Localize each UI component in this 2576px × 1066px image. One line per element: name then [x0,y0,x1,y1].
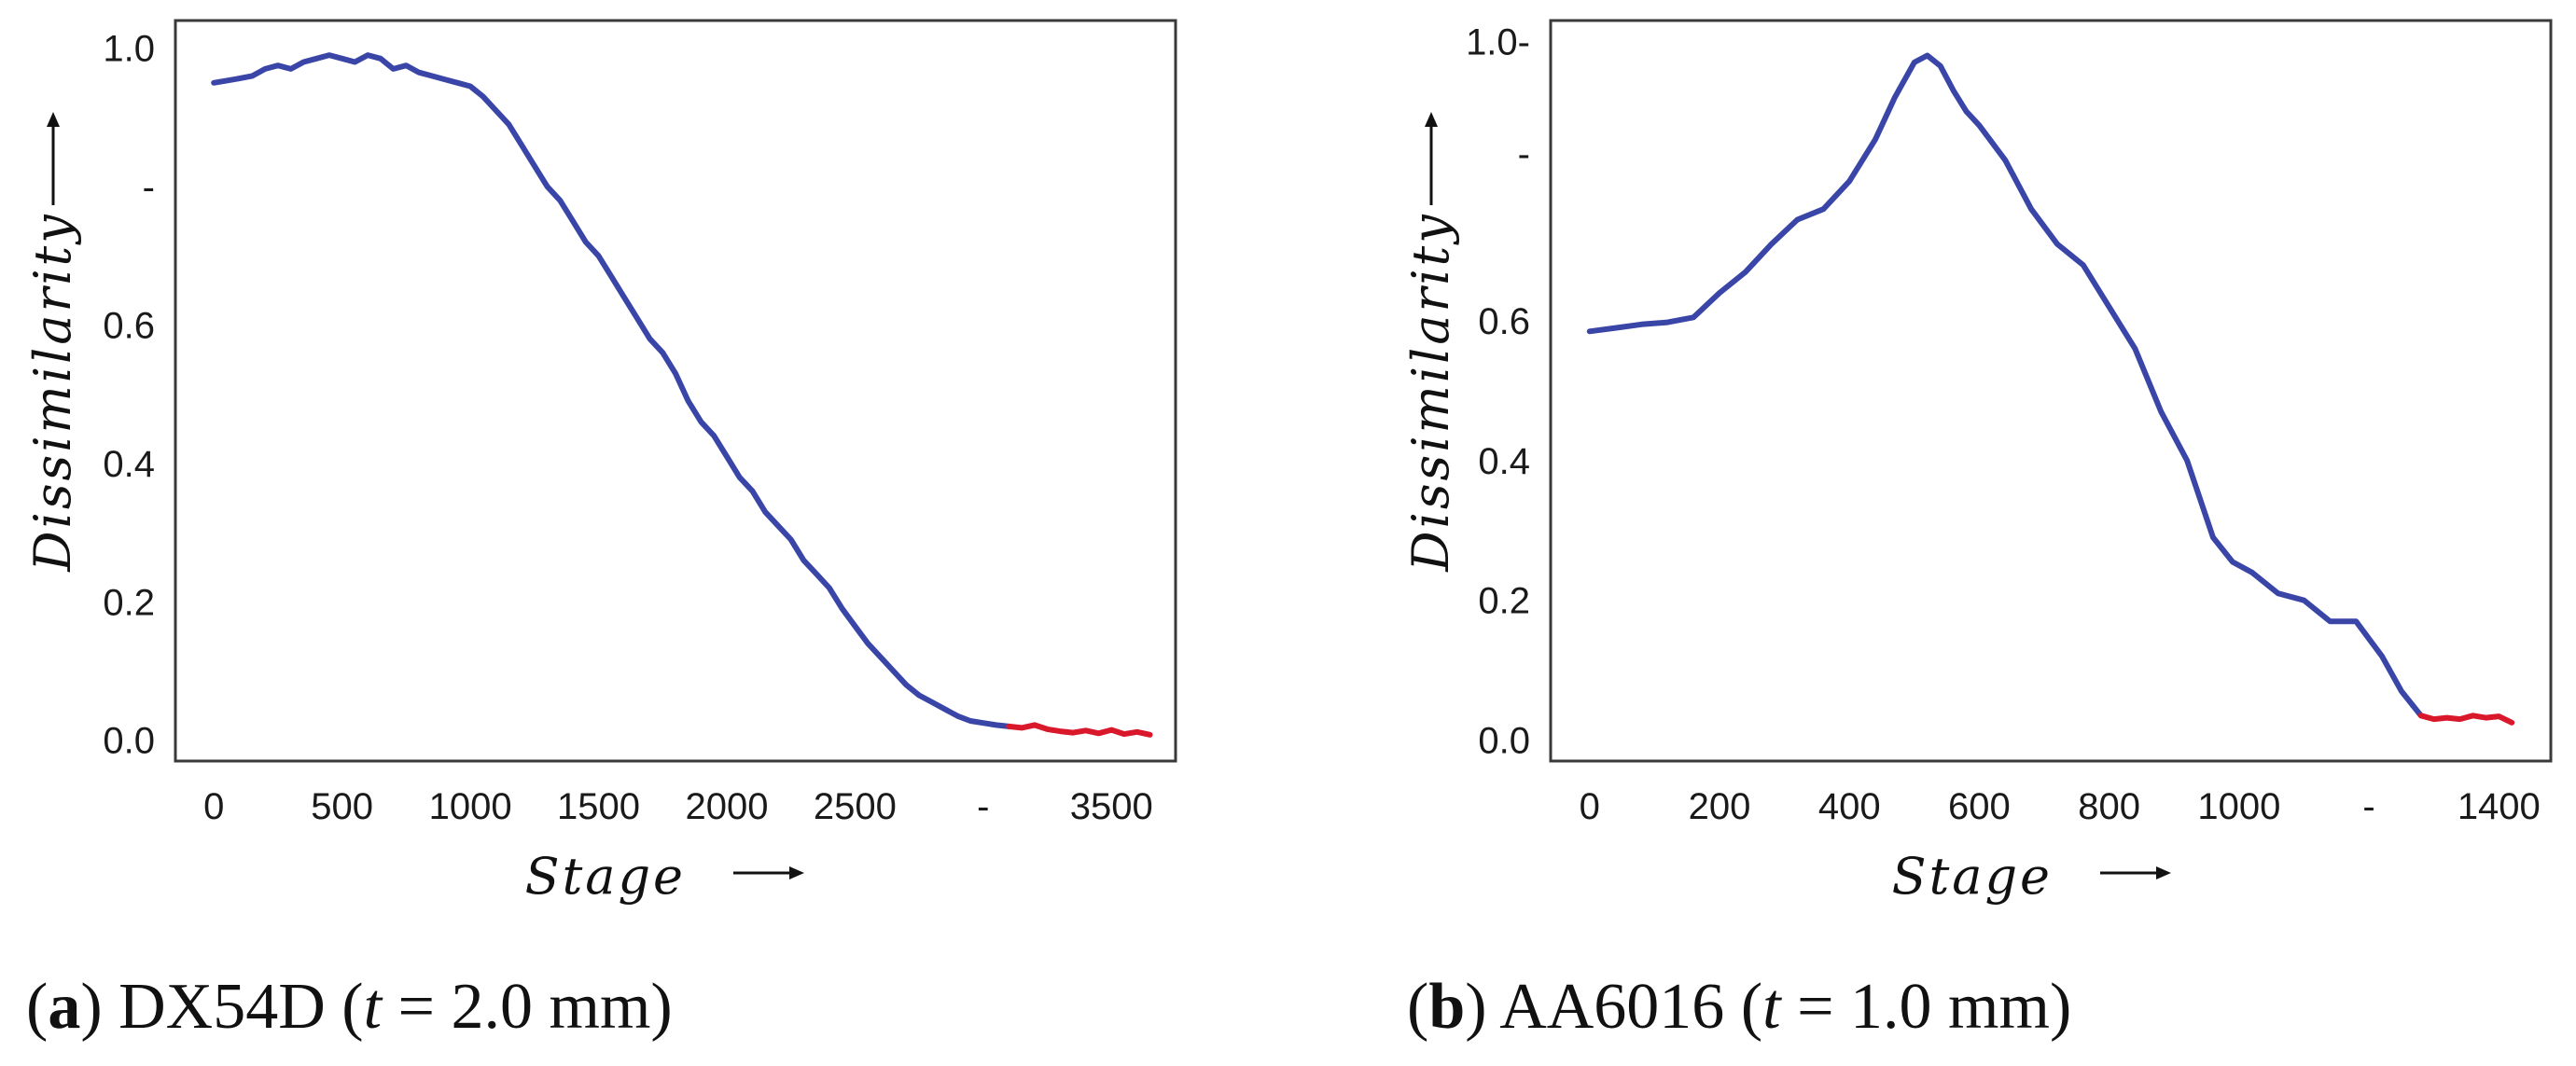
x-tick-label: - [977,786,989,827]
x-tick-label: 500 [311,786,373,827]
x-axis-title-a: Stage [525,847,804,906]
caption-a-material: DX54D [118,971,326,1043]
caption-b-material: AA6016 [1499,971,1725,1043]
series-line-stage-trend-a [211,52,1012,729]
series-lines-b [1586,52,2515,726]
x-tick-label: 1400 [2458,786,2541,827]
y-tick-label: 0.2 [103,582,155,623]
caption-a-value: = 2.0 mm [397,971,651,1043]
caption-b-value: = 1.0 mm [1797,971,2050,1043]
x-tick-label: 2000 [685,786,768,827]
x-tick-label: 1000 [2197,786,2280,827]
plot-frame-a [174,19,1177,763]
x-tick-label: 3500 [1070,786,1153,827]
caption-a-variable: t [363,971,383,1043]
y-tick-label: - [1518,133,1530,174]
x-tick-label: 2500 [814,786,897,827]
caption-a-tag: a [48,971,81,1043]
x-tick-label: 1000 [429,786,512,827]
y-tick-label: 1.0- [1466,21,1530,62]
y-tick-label: 0.6 [1478,301,1530,342]
series-line-final-segment-a [1006,722,1153,738]
y-axis-title-a: Dissimilarity [23,112,82,573]
y-axis-arrowhead-a [47,112,60,127]
y-axis-ticks-b: 0.0 0.2 0.4 0.6 - 1.0- [1466,21,1530,761]
x-axis-ticks-a: 0 500 1000 1500 2000 2500 - 3500 [203,786,1153,827]
x-tick-label: 800 [2078,786,2140,827]
series-line-stage-trend-b [1586,52,2424,719]
y-tick-label: 0.0 [103,721,155,762]
caption-b-tag: b [1428,971,1466,1043]
x-tick-label: 0 [1580,786,1600,827]
x-tick-label: - [2362,786,2374,827]
x-axis-title-b: Stage [1892,847,2171,906]
x-axis-label-a: Stage [525,847,686,906]
chart-panel-b: 0 200 400 600 800 1000 - 1400 0.0 0.2 0.4 0.6 - 1.0-… [1401,19,2553,906]
y-tick-label: - [143,167,155,208]
y-tick-label: 0.4 [103,444,155,485]
caption-a: (a) DX54D (t = 2.0 mm) [26,971,673,1043]
plot-frame-b [1549,19,2553,763]
series-lines-a [211,52,1153,738]
x-tick-label: 1500 [557,786,640,827]
x-axis-ticks-b: 0 200 400 600 800 1000 - 1400 [1580,786,2541,827]
caption-b: (b) AA6016 (t = 1.0 mm) [1407,971,2072,1043]
x-tick-label: 200 [1689,786,1751,827]
y-tick-label: 0.2 [1478,581,1530,622]
x-axis-arrowhead-a [789,866,804,879]
x-tick-label: 600 [1948,786,2011,827]
y-axis-label-b: Dissimilarity [1401,212,1460,573]
series-line-final-segment-b [2417,713,2515,726]
y-tick-label: 0.0 [1478,721,1530,762]
y-tick-label: 1.0 [103,29,155,70]
y-axis-label-a: Dissimilarity [23,212,82,573]
y-axis-title-b: Dissimilarity [1401,112,1460,573]
chart-panel-a: 0 500 1000 1500 2000 2500 - 3500 0.0 0.2 0.4 0.6 - 1… [23,19,1177,906]
y-axis-arrowhead-b [1425,112,1438,127]
x-axis-label-b: Stage [1892,847,2053,906]
caption-b-variable: t [1762,971,1781,1043]
y-tick-label: 0.4 [1478,441,1530,482]
y-axis-ticks-a: 0.0 0.2 0.4 0.6 - 1.0 [103,29,155,762]
x-tick-label: 0 [203,786,224,827]
x-tick-label: 400 [1818,786,1881,827]
x-axis-arrowhead-b [2156,866,2171,879]
y-tick-label: 0.6 [103,306,155,347]
